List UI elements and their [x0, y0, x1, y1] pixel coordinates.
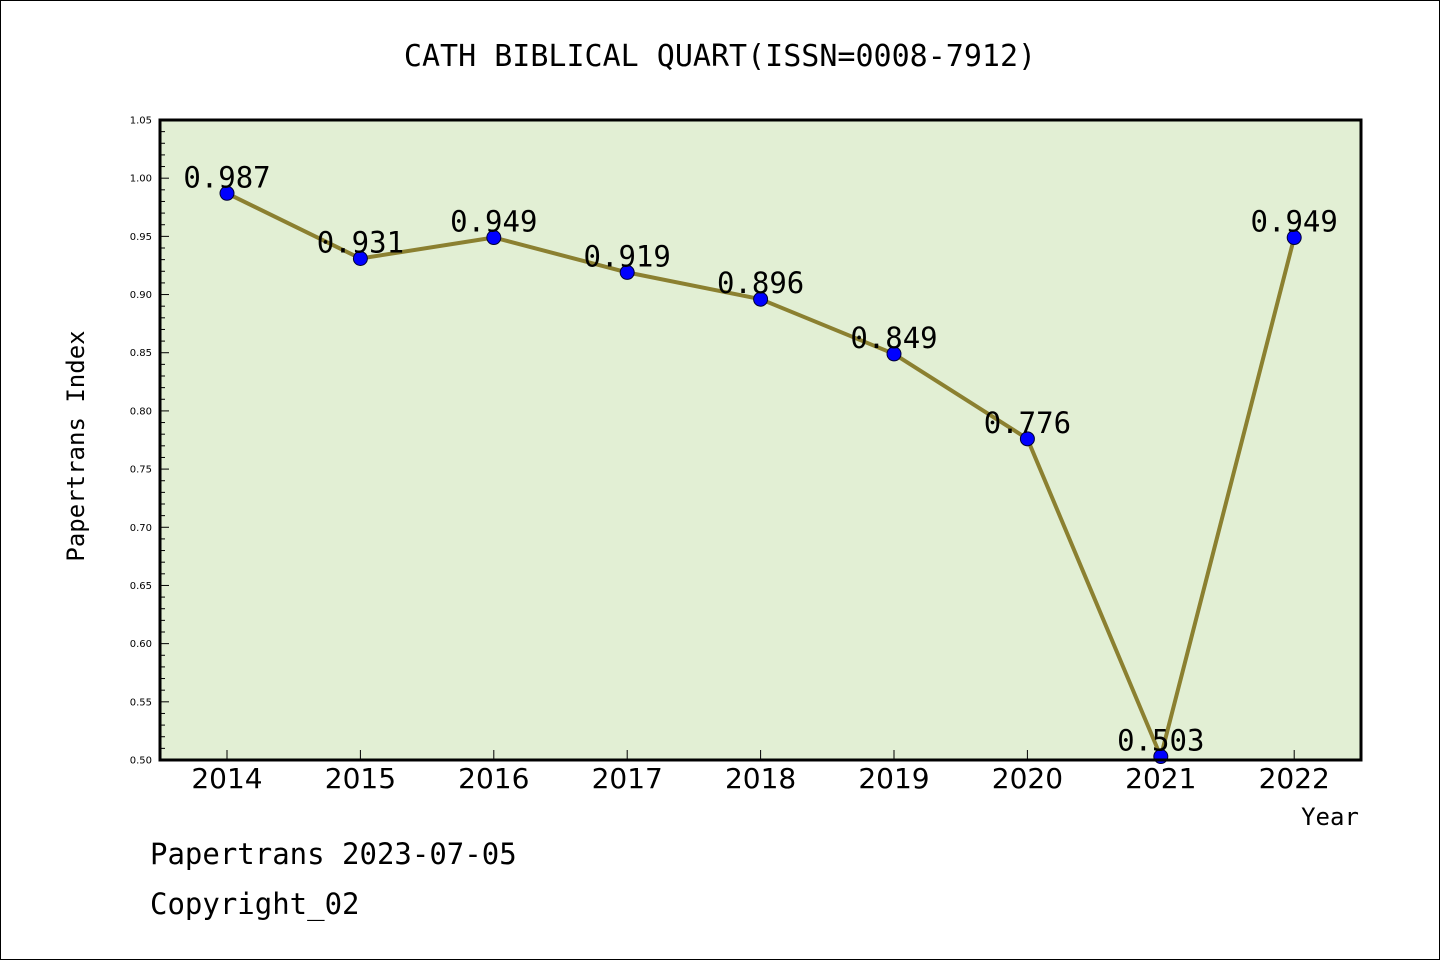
chart-title: CATH BIBLICAL QUART(ISSN=0008-7912) — [404, 39, 1036, 74]
y-tick-label: 0.65 — [130, 581, 152, 592]
data-point — [753, 291, 769, 307]
x-tick-label: 2014 — [191, 762, 262, 795]
y-tick-label: 0.70 — [130, 523, 152, 534]
y-tick-label: 1.00 — [130, 174, 152, 185]
data-point — [219, 185, 235, 201]
footer-copyright: Copyright_02 — [150, 887, 360, 922]
data-label: 0.919 — [584, 239, 671, 273]
x-axis: 2014 2015 2016 2017 2018 2019 2020 2021 2022 — [191, 750, 1330, 795]
x-tick-label: 2016 — [458, 762, 529, 795]
data-point — [352, 250, 368, 266]
data-point — [886, 346, 902, 362]
x-tick-label: 2021 — [1125, 762, 1196, 795]
x-tick-label: 2015 — [325, 762, 396, 795]
data-labels: 0.987 0.931 0.949 0.919 0.896 0.849 0.776 0.503… — [183, 160, 1338, 757]
data-label: 0.776 — [984, 406, 1071, 440]
y-axis-label: Papertrans Index — [62, 330, 90, 561]
y-tick-label: 0.50 — [130, 756, 152, 767]
x-tick-label: 2020 — [992, 762, 1063, 795]
data-label: 0.503 — [1117, 724, 1204, 758]
data-label: 0.931 — [317, 225, 404, 259]
data-point — [619, 264, 635, 280]
data-label: 0.849 — [850, 321, 937, 355]
x-axis-label: Year — [1301, 803, 1359, 831]
footer-date: Papertrans 2023-07-05 — [150, 837, 517, 871]
y-tick-label: 0.80 — [130, 406, 152, 417]
data-label: 0.896 — [717, 266, 804, 300]
data-label: 0.987 — [183, 160, 270, 194]
data-label: 0.949 — [1251, 205, 1338, 239]
x-tick-label: 2017 — [592, 762, 663, 795]
data-point — [1286, 230, 1302, 246]
y-tick-label: 0.75 — [130, 465, 152, 476]
x-tick-label: 2019 — [858, 762, 929, 795]
y-tick-label: 0.85 — [130, 348, 152, 359]
data-point — [1019, 431, 1035, 447]
y-tick-label: 0.95 — [130, 232, 152, 243]
y-tick-label: 1.05 — [130, 116, 152, 127]
y-tick-label: 0.90 — [130, 290, 152, 301]
series-layer — [219, 185, 1302, 765]
y-tick-label: 0.60 — [130, 639, 152, 650]
data-label: 0.949 — [450, 205, 537, 239]
y-tick-label: 0.55 — [130, 697, 152, 708]
x-tick-label: 2018 — [725, 762, 796, 795]
plot-frame — [158, 118, 1363, 762]
data-point — [486, 230, 502, 246]
plot-area — [160, 120, 1361, 760]
x-tick-label: 2022 — [1259, 762, 1330, 795]
